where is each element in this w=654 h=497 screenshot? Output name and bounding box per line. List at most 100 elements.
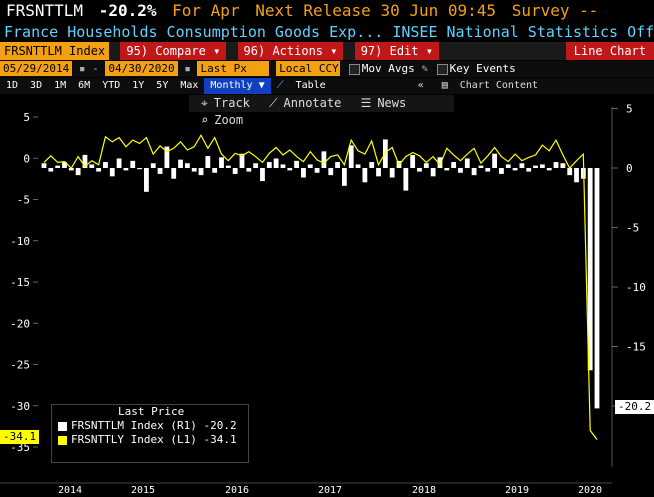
- frequency-dropdown[interactable]: Monthly ▼: [204, 78, 271, 94]
- legend-title: Last Price: [118, 405, 185, 418]
- bar: [280, 164, 286, 168]
- annotate-label: Annotate: [283, 96, 342, 110]
- left-axis-tick: -15: [10, 276, 30, 289]
- bar: [314, 168, 320, 173]
- key-events-checkbox[interactable]: [436, 63, 448, 75]
- bar: [239, 153, 245, 168]
- start-date-field[interactable]: 05/29/2014: [0, 61, 73, 76]
- line-chart-icon[interactable]: ⟋: [276, 80, 284, 91]
- bar: [560, 163, 566, 168]
- bar: [260, 168, 265, 182]
- bar: [553, 162, 559, 168]
- bar: [512, 168, 518, 171]
- range-1d[interactable]: 1D: [6, 80, 19, 91]
- bar: [178, 159, 183, 168]
- bar: [485, 168, 491, 172]
- bar: [198, 168, 204, 176]
- range-6m[interactable]: 6M: [78, 80, 91, 91]
- description-label: France Households Consumption Goods Exp.…: [4, 23, 654, 41]
- bar: [41, 163, 47, 168]
- bar: [123, 168, 129, 171]
- bar: [389, 168, 395, 178]
- bar: [116, 158, 122, 168]
- mov-avgs-label: Mov Avgs: [361, 62, 415, 75]
- bar: [68, 168, 74, 171]
- bar: [526, 168, 532, 172]
- bar: [103, 162, 108, 168]
- news-button[interactable]: ☰ News: [355, 95, 407, 112]
- bar: [164, 146, 170, 168]
- table-button[interactable]: Table: [295, 80, 326, 91]
- mov-avgs-checkbox[interactable]: [348, 63, 360, 75]
- bar: [458, 168, 463, 173]
- currency-field[interactable]: Local CCY: [276, 61, 341, 76]
- range-1y[interactable]: 1Y: [132, 80, 145, 91]
- bar: [144, 168, 149, 192]
- x-axis-year-label: 2018: [412, 485, 437, 496]
- bar: [96, 168, 102, 172]
- bar: [232, 168, 238, 174]
- range-3d[interactable]: 3D: [30, 80, 43, 91]
- date-toolbar: 05/29/2014 ▪ - 04/30/2020 ▪ Last Px Loca…: [0, 61, 654, 77]
- left-axis-tick: -10: [10, 235, 30, 248]
- annotate-button[interactable]: ⟋ Annotate: [263, 95, 341, 112]
- bar: [451, 162, 457, 168]
- bar: [417, 168, 422, 172]
- range-5y[interactable]: 5Y: [156, 80, 169, 91]
- x-axis-year-label: 2016: [225, 485, 250, 496]
- bar: [539, 164, 545, 168]
- price-field[interactable]: Last Px: [197, 61, 270, 76]
- x-axis-year-label: 2015: [131, 485, 156, 496]
- right-axis-tick: -10: [626, 281, 646, 294]
- bar: [273, 158, 279, 168]
- bar: [321, 151, 327, 168]
- right-axis-tick: -5: [626, 222, 639, 235]
- bar: [471, 168, 477, 176]
- range-max[interactable]: Max: [180, 80, 199, 91]
- range-ytd[interactable]: YTD: [102, 80, 121, 91]
- left-axis-tick: -20: [10, 317, 30, 330]
- next-release-label: Next Release 30 Jun 09:45: [255, 1, 497, 20]
- date-separator: ▪ -: [78, 62, 99, 75]
- track-label: Track: [213, 96, 250, 110]
- bar: [533, 165, 538, 168]
- zoom-button[interactable]: ⌕ Zoom: [195, 112, 243, 129]
- pencil-icon[interactable]: ✎: [421, 62, 428, 75]
- actions-menu[interactable]: 96) Actions ▾: [237, 42, 344, 60]
- bar: [82, 154, 88, 168]
- chart-content-icon: ▤: [441, 80, 448, 91]
- compare-menu[interactable]: 95) Compare ▾: [120, 42, 227, 60]
- bar: [341, 168, 347, 186]
- track-button[interactable]: ⌖ Track: [195, 95, 250, 112]
- zoom-icon: ⌕: [201, 113, 209, 127]
- key-events-label: Key Events: [449, 62, 516, 75]
- crosshair-icon: ⌖: [201, 96, 208, 110]
- legend-label: FRSNTTLY Index (L1) -34.1: [71, 433, 237, 446]
- left-axis-tick: -30: [10, 400, 30, 413]
- left-axis-tick: -5: [17, 194, 30, 207]
- bar: [55, 165, 61, 168]
- bar: [437, 157, 443, 168]
- end-date-field[interactable]: 04/30/2020: [105, 61, 178, 76]
- chart-content-button[interactable]: ▤ Chart Content: [430, 78, 550, 94]
- bar: [89, 164, 95, 168]
- bar: [567, 168, 573, 176]
- ticker-field[interactable]: FRSNTTLM Index: [0, 42, 110, 60]
- collapse-button[interactable]: «: [417, 80, 424, 91]
- right-axis-tick: -15: [626, 341, 646, 354]
- ticker-label: FRSNTTLM: [6, 1, 84, 20]
- range-1m[interactable]: 1M: [54, 80, 67, 91]
- bar: [307, 164, 313, 168]
- right-axis-tick: 0: [626, 162, 633, 175]
- calendar-icon[interactable]: ▪: [184, 62, 191, 75]
- chart-type-label[interactable]: Line Chart: [565, 42, 654, 60]
- legend-label: FRSNTTLM Index (R1) -20.2: [71, 419, 237, 432]
- bar: [478, 165, 484, 168]
- survey-label: Survey --: [511, 1, 599, 20]
- bar: [301, 168, 306, 178]
- bar: [62, 162, 67, 168]
- bar: [287, 168, 293, 171]
- edit-menu[interactable]: 97) Edit ▾: [354, 42, 439, 60]
- bar: [546, 168, 552, 171]
